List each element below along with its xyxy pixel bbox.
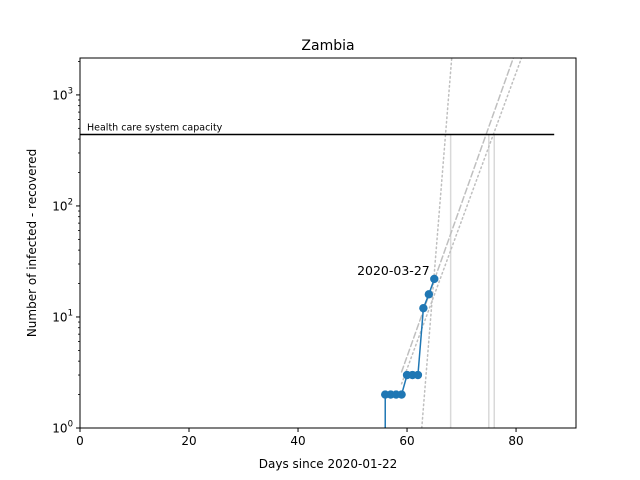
data-point [419, 303, 428, 313]
x-tick-label: 40 [290, 434, 305, 448]
chart-title: Zambia [301, 38, 354, 54]
x-axis-label: Days since 2020-01-22 [259, 457, 398, 471]
x-tick-label: 80 [508, 434, 523, 448]
plot-frame [79, 57, 577, 429]
data-point [413, 370, 423, 380]
y-tick-label: 103 [52, 86, 73, 102]
y-axis-label: Number of infected - recovered [25, 149, 39, 337]
capacity-label: Health care system capacity [87, 122, 223, 133]
data-point [424, 290, 434, 299]
x-tick-label: 0 [76, 434, 84, 448]
x-tick-label: 60 [399, 434, 414, 448]
plot-area [80, 58, 555, 428]
y-tick-label: 102 [52, 197, 73, 213]
fit-line-0 [420, 58, 453, 428]
fit-line-1 [400, 58, 515, 373]
data-point [397, 390, 406, 399]
y-tick-label: 101 [52, 308, 73, 324]
data-point [430, 274, 439, 284]
x-tick-label: 20 [181, 434, 196, 448]
date-annotation: 2020-03-27 [357, 263, 430, 278]
y-tick-label: 100 [52, 420, 73, 436]
